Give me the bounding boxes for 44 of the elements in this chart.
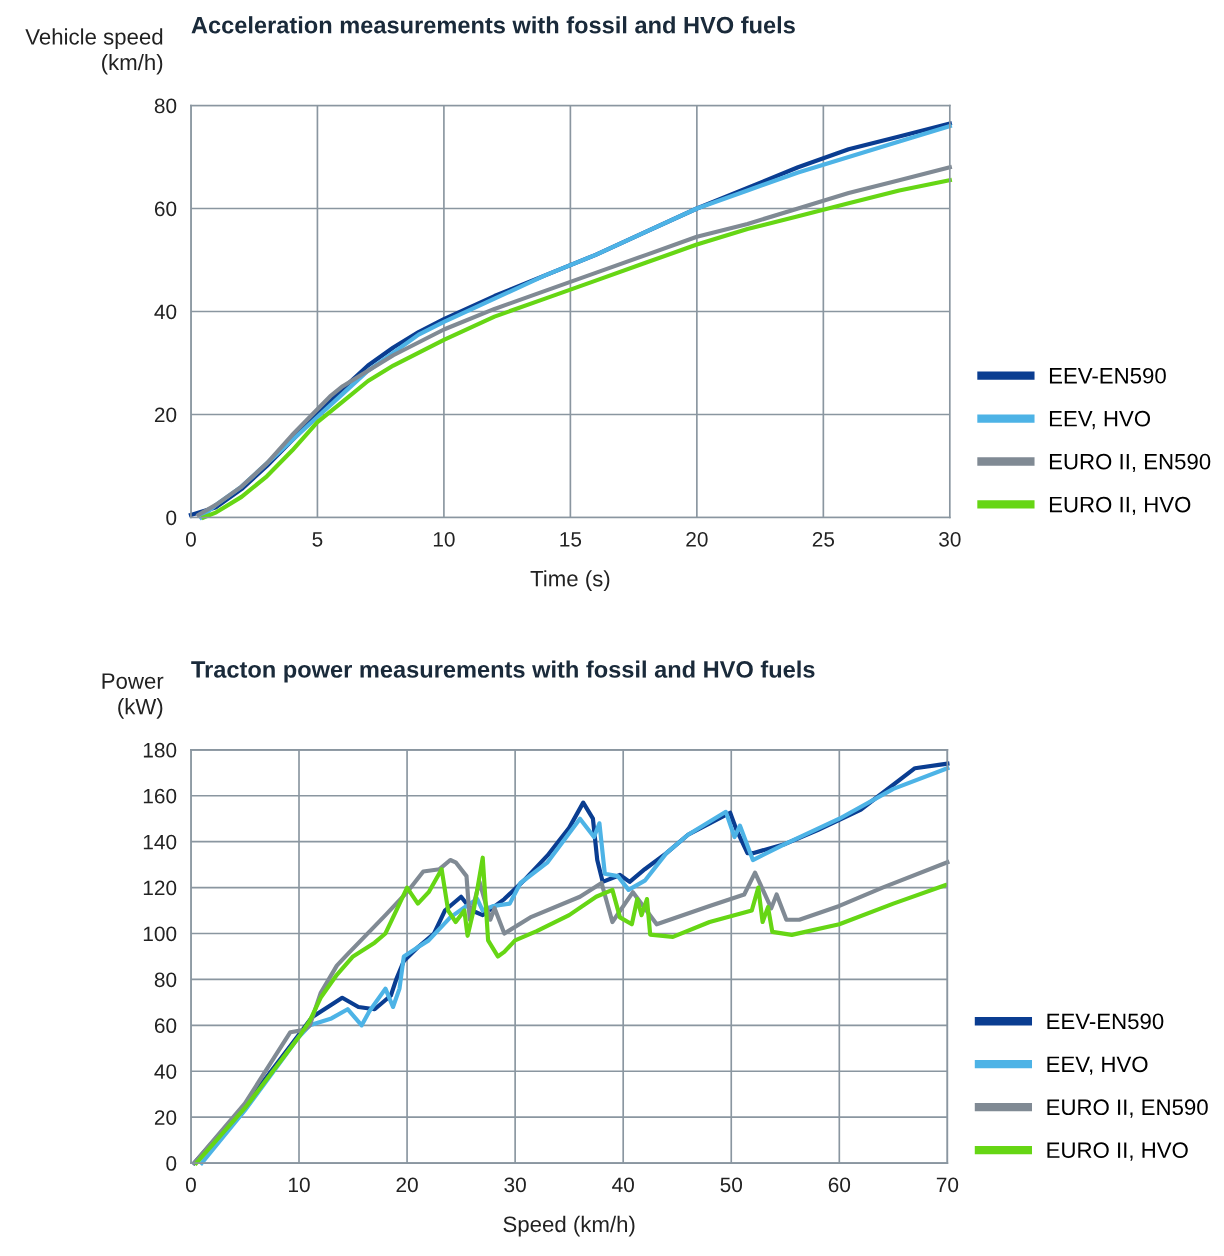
y-tick-label: 80: [154, 98, 177, 114]
y-tick-label: 20: [154, 1110, 177, 1125]
x-tick-label: 40: [612, 1177, 634, 1193]
x-axis-title: Time (s): [530, 570, 610, 591]
x-tick-label: 30: [504, 1177, 526, 1193]
y-tick-label: 60: [154, 201, 177, 217]
legend-label: EURO II, HVO: [1047, 1142, 1188, 1161]
y-tick-label: 100: [143, 926, 177, 942]
y-tick-label: 140: [143, 834, 177, 850]
legend-label: EEV-EN590: [1047, 1013, 1164, 1030]
legend-label: EURO II, EN590: [1047, 1099, 1208, 1118]
y-tick-label: 80: [154, 972, 177, 988]
x-tick-label: 70: [936, 1177, 959, 1193]
y-tick-label: 40: [154, 1064, 177, 1079]
y-tick-label: 0: [166, 1156, 177, 1171]
y-tick-label: 20: [154, 407, 177, 423]
x-tick-label: 30: [939, 531, 961, 547]
x-tick-label: 5: [312, 532, 323, 547]
chart-title: Tracton power measurements with fossil and HVO fuels: [191, 660, 815, 683]
y-tick-label: 60: [154, 1018, 177, 1034]
y-tick-label: 40: [154, 304, 177, 320]
x-tick-label: 25: [812, 531, 835, 547]
x-tick-label: 20: [686, 531, 708, 547]
chart-title: Acceleration measurements with fossil and HVO fuels: [191, 16, 795, 34]
y-tick-label: 120: [143, 880, 177, 896]
x-tick-label: 0: [185, 1177, 196, 1193]
x-tick-label: 10: [289, 1177, 310, 1193]
x-tick-label: 15: [560, 532, 582, 547]
y-axis-title: Vehicle speed (km/h): [25, 28, 163, 75]
y-tick-label: 0: [166, 510, 177, 526]
x-axis-title: Speed (km/h): [503, 1215, 635, 1237]
legend-label: EEV, HVO: [1049, 410, 1151, 430]
x-tick-label: 60: [828, 1177, 851, 1193]
x-tick-label: 10: [433, 531, 455, 547]
legend-label: EEV-EN590: [1049, 367, 1166, 384]
y-tick-label: 160: [143, 788, 177, 804]
y-axis-title: Power (kW): [102, 673, 164, 719]
legend-label: EURO II, EN590: [1049, 453, 1211, 473]
legend-label: EURO II, HVO: [1049, 496, 1191, 516]
legend-label: EEV, HVO: [1047, 1056, 1148, 1075]
x-tick-label: 0: [185, 531, 196, 547]
x-tick-label: 20: [396, 1177, 418, 1193]
x-tick-label: 50: [720, 1177, 743, 1193]
y-tick-label: 180: [143, 742, 177, 758]
